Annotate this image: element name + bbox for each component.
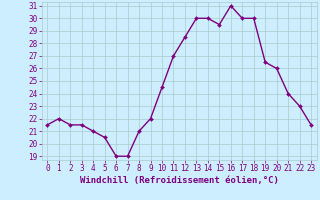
- X-axis label: Windchill (Refroidissement éolien,°C): Windchill (Refroidissement éolien,°C): [80, 176, 279, 185]
